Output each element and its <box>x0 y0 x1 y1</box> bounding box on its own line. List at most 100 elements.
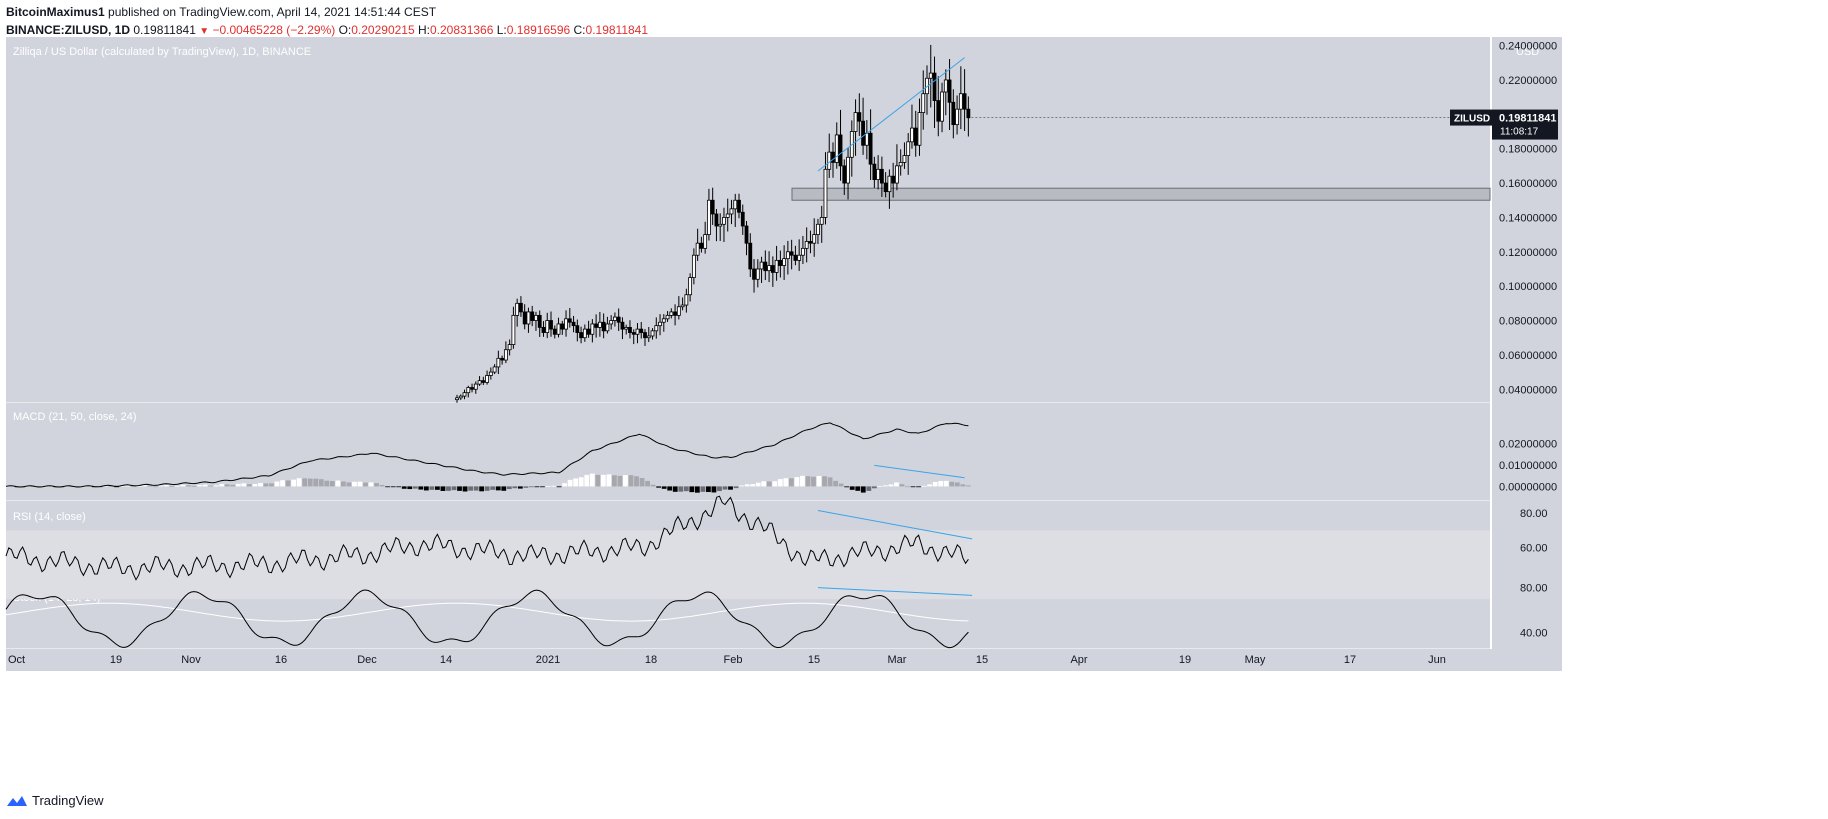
candle <box>695 242 700 256</box>
rsi-band <box>6 530 1490 600</box>
candle <box>955 108 959 126</box>
time-tick-label: Mar <box>888 654 907 666</box>
candle <box>785 251 790 260</box>
candle <box>710 199 715 215</box>
macd-hist-bar <box>186 485 191 487</box>
macd-hist-bar <box>816 475 822 487</box>
macd-hist-bar <box>318 479 324 487</box>
candle <box>872 163 877 181</box>
macd-hist-bar <box>512 486 518 489</box>
price-tick-label: 0.08000000 <box>1499 316 1557 328</box>
macd-hist-bar <box>573 478 579 487</box>
candle <box>831 151 835 163</box>
macd-hist-bar <box>678 486 684 492</box>
rsi-tick-label: 60.00 <box>1520 543 1548 555</box>
macd-hist-bar <box>219 484 225 487</box>
price-tick-label: 0.22000000 <box>1499 75 1557 87</box>
macd-hist-bar <box>728 486 733 490</box>
brand-label[interactable]: TradingView <box>32 793 104 808</box>
time-tick-label: 16 <box>275 654 287 666</box>
time-tick-label: May <box>1245 654 1266 666</box>
macd-hist-bar <box>534 486 540 488</box>
macd-hist-bar <box>258 482 263 487</box>
macd-hist-bar <box>158 485 164 487</box>
macd-hist-bar <box>108 485 114 487</box>
candle <box>639 328 644 333</box>
candle <box>496 357 501 368</box>
macd-hist-bar <box>949 481 955 487</box>
macd-hist-bar <box>31 486 37 488</box>
macd-hist-bar <box>213 485 219 487</box>
countdown-timer: 11:08:17 <box>1500 127 1539 138</box>
macd-hist-bar <box>401 486 407 489</box>
price-tick-label: 0.06000000 <box>1499 350 1557 362</box>
macd-hist-bar <box>905 486 910 488</box>
macd-hist-bar <box>152 486 158 488</box>
candle <box>932 72 937 101</box>
low-label: L: <box>496 23 507 37</box>
candle <box>503 349 508 361</box>
candle <box>676 306 681 316</box>
last-price: 0.19811841 <box>133 23 196 37</box>
macd-hist-bar <box>965 485 971 487</box>
macd-hist-bar <box>163 485 169 487</box>
candle <box>669 311 674 316</box>
header-line-1: BitcoinMaximus1 published on TradingView… <box>6 5 436 19</box>
candle <box>797 254 802 261</box>
macd-hist-bar <box>307 478 313 487</box>
macd-hist-bar <box>246 484 252 487</box>
candle <box>658 321 662 327</box>
macd-hist-bar <box>744 484 750 487</box>
macd-hist-bar <box>611 475 617 487</box>
candle <box>921 93 926 114</box>
macd-hist-bar <box>208 485 214 487</box>
candle <box>673 311 677 316</box>
price-pane-title: Zilliqa / US Dollar (calculated by Tradi… <box>13 46 311 58</box>
time-tick-label: Feb <box>724 654 743 666</box>
candle <box>917 112 922 146</box>
time-tick-label: 2021 <box>536 654 560 666</box>
candle <box>481 380 486 383</box>
candle <box>646 335 651 339</box>
macd-hist-bar <box>224 484 230 487</box>
candle <box>703 234 708 249</box>
candle <box>613 316 617 321</box>
macd-hist-bar <box>435 486 440 490</box>
currency-label: USD <box>1516 46 1539 58</box>
macd-hist-bar <box>302 478 308 487</box>
macd-hist-bar <box>274 481 280 487</box>
macd-hist-bar <box>313 478 319 487</box>
macd-hist-bar <box>357 481 363 487</box>
candle <box>624 326 629 330</box>
macd-hist-bar <box>628 475 634 487</box>
candle <box>537 314 542 328</box>
macd-hist-bar <box>385 486 391 488</box>
macd-hist-bar <box>180 484 186 487</box>
time-tick-label: Nov <box>181 654 201 666</box>
support-zone <box>791 187 1491 201</box>
macd-hist-bar <box>589 473 595 487</box>
macd-hist-bar <box>545 486 551 487</box>
open-label: O: <box>338 23 352 37</box>
stoch-d-line <box>5 602 969 622</box>
macd-hist-bar <box>932 481 938 487</box>
candle <box>522 311 527 325</box>
low-value: 0.18916596 <box>506 23 571 37</box>
macd-hist-bar <box>484 486 490 491</box>
candle <box>842 165 847 184</box>
time-tick-label: 15 <box>976 654 988 666</box>
candle <box>549 320 553 330</box>
tradingview-logo-icon[interactable] <box>6 794 28 808</box>
macd-hist-bar <box>938 480 944 487</box>
macd-hist-bar <box>529 486 534 488</box>
macd-hist-bar <box>556 486 562 488</box>
candle <box>519 302 523 313</box>
author-name[interactable]: BitcoinMaximus1 <box>6 5 105 19</box>
macd-hist-bar <box>916 486 921 488</box>
stoch-k-line <box>5 589 969 649</box>
macd-hist-bar <box>130 486 136 488</box>
candle <box>579 332 583 339</box>
candle <box>744 225 749 244</box>
macd-hist-bar <box>871 486 877 489</box>
